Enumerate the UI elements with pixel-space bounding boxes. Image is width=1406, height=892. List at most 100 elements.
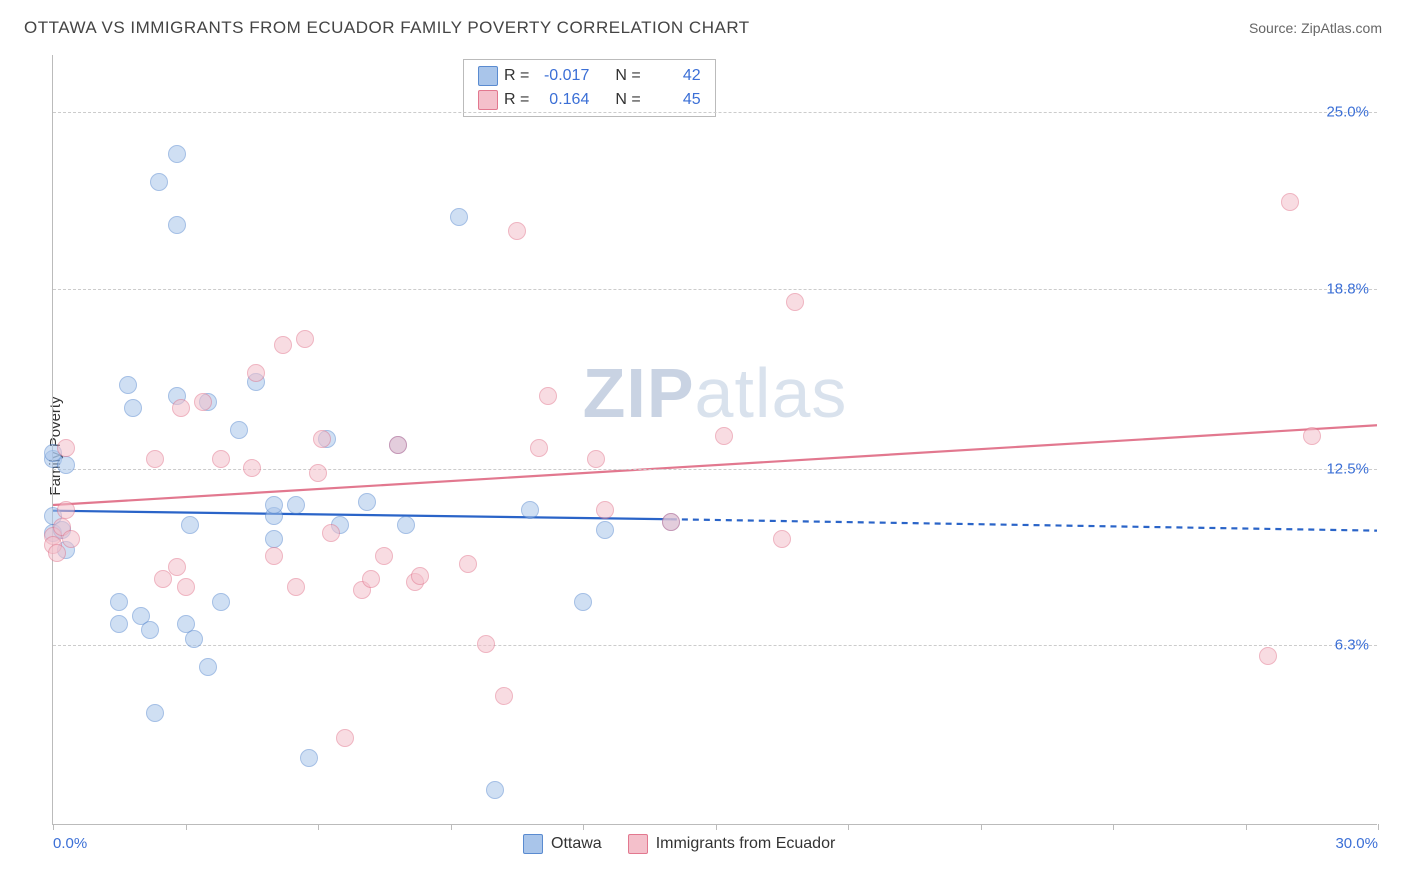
scatter-point bbox=[172, 399, 190, 417]
legend-r-label: R = bbox=[504, 88, 529, 112]
scatter-point bbox=[322, 524, 340, 542]
scatter-point bbox=[265, 496, 283, 514]
scatter-point bbox=[181, 516, 199, 534]
watermark-atlas: atlas bbox=[695, 354, 848, 432]
scatter-point bbox=[168, 145, 186, 163]
scatter-point bbox=[1259, 647, 1277, 665]
x-tick-label: 30.0% bbox=[1335, 835, 1378, 852]
legend-series-label: Ottawa bbox=[551, 835, 602, 853]
scatter-point bbox=[212, 593, 230, 611]
scatter-point bbox=[146, 450, 164, 468]
scatter-point bbox=[539, 387, 557, 405]
scatter-point bbox=[146, 704, 164, 722]
scatter-point bbox=[247, 364, 265, 382]
scatter-point bbox=[287, 578, 305, 596]
scatter-point bbox=[596, 521, 614, 539]
scatter-point bbox=[459, 555, 477, 573]
scatter-point bbox=[662, 513, 680, 531]
legend-swatch bbox=[478, 66, 498, 86]
x-tick bbox=[1246, 824, 1247, 830]
scatter-point bbox=[48, 544, 66, 562]
chart-title: OTTAWA VS IMMIGRANTS FROM ECUADOR FAMILY… bbox=[24, 18, 750, 38]
x-tick bbox=[981, 824, 982, 830]
y-tick-label: 12.5% bbox=[1326, 460, 1369, 477]
legend-n-label: N = bbox=[615, 64, 640, 88]
x-tick-label: 0.0% bbox=[53, 835, 87, 852]
scatter-point bbox=[450, 208, 468, 226]
scatter-point bbox=[313, 430, 331, 448]
scatter-point bbox=[486, 781, 504, 799]
scatter-point bbox=[194, 393, 212, 411]
scatter-point bbox=[530, 439, 548, 457]
scatter-point bbox=[358, 493, 376, 511]
legend-swatch bbox=[478, 90, 498, 110]
scatter-point bbox=[177, 578, 195, 596]
scatter-point bbox=[168, 216, 186, 234]
source-value: ZipAtlas.com bbox=[1301, 20, 1382, 36]
series-legend: Ottawa Immigrants from Ecuador bbox=[523, 834, 835, 854]
y-tick-label: 25.0% bbox=[1326, 104, 1369, 121]
legend-n-label: N = bbox=[615, 88, 640, 112]
scatter-point bbox=[150, 173, 168, 191]
scatter-point bbox=[212, 450, 230, 468]
gridline bbox=[53, 645, 1377, 646]
x-tick bbox=[1113, 824, 1114, 830]
scatter-point bbox=[124, 399, 142, 417]
scatter-point bbox=[375, 547, 393, 565]
scatter-point bbox=[243, 459, 261, 477]
watermark-zip: ZIP bbox=[583, 354, 695, 432]
x-tick bbox=[583, 824, 584, 830]
scatter-point bbox=[110, 615, 128, 633]
legend-n-value: 42 bbox=[649, 64, 701, 88]
plot-area: ZIPatlas R =-0.017N =42R =0.164N =45 Ott… bbox=[52, 55, 1377, 825]
scatter-point bbox=[309, 464, 327, 482]
scatter-point bbox=[786, 293, 804, 311]
scatter-point bbox=[168, 558, 186, 576]
scatter-point bbox=[265, 547, 283, 565]
scatter-point bbox=[1303, 427, 1321, 445]
scatter-point bbox=[62, 530, 80, 548]
gridline bbox=[53, 112, 1377, 113]
x-tick bbox=[716, 824, 717, 830]
correlation-legend: R = -0.017 N = 42 R = 0.164 N = 45 bbox=[463, 59, 716, 117]
header: OTTAWA VS IMMIGRANTS FROM ECUADOR FAMILY… bbox=[24, 18, 1382, 38]
legend-series-label: Immigrants from Ecuador bbox=[656, 835, 836, 853]
scatter-point bbox=[715, 427, 733, 445]
x-tick bbox=[318, 824, 319, 830]
legend-correlation-row: R = -0.017 N = 42 bbox=[478, 64, 701, 88]
legend-n-value: 45 bbox=[649, 88, 701, 112]
legend-series-item: Immigrants from Ecuador bbox=[628, 834, 836, 854]
scatter-point bbox=[230, 421, 248, 439]
scatter-point bbox=[477, 635, 495, 653]
scatter-point bbox=[362, 570, 380, 588]
x-tick bbox=[186, 824, 187, 830]
legend-r-value: -0.017 bbox=[537, 64, 589, 88]
scatter-point bbox=[296, 330, 314, 348]
scatter-point bbox=[336, 729, 354, 747]
scatter-point bbox=[587, 450, 605, 468]
x-tick bbox=[1378, 824, 1379, 830]
gridline bbox=[53, 289, 1377, 290]
legend-swatch bbox=[628, 834, 648, 854]
scatter-point bbox=[57, 439, 75, 457]
x-tick bbox=[53, 824, 54, 830]
scatter-point bbox=[199, 658, 217, 676]
scatter-point bbox=[185, 630, 203, 648]
legend-r-value: 0.164 bbox=[537, 88, 589, 112]
legend-r-label: R = bbox=[504, 64, 529, 88]
scatter-point bbox=[119, 376, 137, 394]
y-tick-label: 6.3% bbox=[1335, 637, 1369, 654]
scatter-point bbox=[1281, 193, 1299, 211]
scatter-point bbox=[265, 530, 283, 548]
scatter-point bbox=[141, 621, 159, 639]
scatter-point bbox=[287, 496, 305, 514]
scatter-point bbox=[596, 501, 614, 519]
scatter-point bbox=[300, 749, 318, 767]
scatter-point bbox=[521, 501, 539, 519]
scatter-point bbox=[773, 530, 791, 548]
source-label: Source: bbox=[1249, 20, 1297, 36]
watermark: ZIPatlas bbox=[583, 353, 848, 433]
source-attribution: Source: ZipAtlas.com bbox=[1249, 20, 1382, 36]
scatter-point bbox=[57, 501, 75, 519]
legend-swatch bbox=[523, 834, 543, 854]
